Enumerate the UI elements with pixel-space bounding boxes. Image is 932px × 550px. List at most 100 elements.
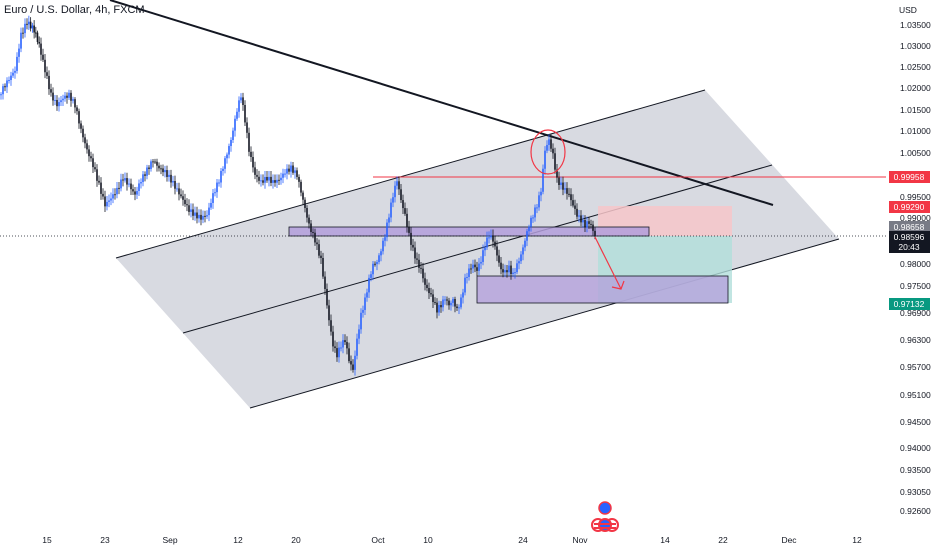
candle-body (568, 193, 570, 195)
demand-zone[interactable] (476, 275, 729, 304)
candle-body (176, 188, 178, 190)
candle-body (358, 329, 360, 339)
candle-body (36, 32, 39, 42)
candle-body (516, 263, 518, 273)
price-tag (889, 221, 930, 233)
trendline[interactable] (109, 0, 774, 206)
candle-body (540, 191, 542, 196)
channel-mid-line[interactable] (182, 164, 773, 334)
candle-body (208, 207, 210, 216)
candle-body (592, 224, 594, 231)
candle-body (122, 179, 124, 181)
price-axis-label: 1.02500 (900, 62, 931, 72)
price-axis-label: 0.93500 (900, 465, 931, 475)
candle-body (292, 165, 294, 173)
candle-body (14, 70, 16, 73)
candle-body (148, 167, 150, 169)
price-tag (889, 171, 930, 183)
candle-body (196, 212, 198, 219)
candle-body (118, 187, 120, 189)
candle-body (544, 150, 546, 169)
candle-body (366, 292, 368, 298)
candle-body (33, 25, 35, 33)
price-tag-label: 0.99958 (894, 172, 925, 182)
candle-body (92, 158, 94, 168)
candle-body (524, 240, 526, 248)
candle-body (204, 215, 206, 217)
candle-body (35, 32, 37, 34)
candle-body (262, 180, 264, 183)
candle-body (304, 199, 306, 208)
candle-body (510, 265, 512, 274)
candle-body (294, 170, 296, 173)
candle-body (12, 72, 14, 76)
candle-body (332, 331, 334, 347)
candle-body (28, 21, 30, 25)
price-axis-label: 1.00500 (900, 148, 931, 158)
candle-body (240, 97, 242, 101)
time-axis-label: Oct (371, 535, 385, 545)
channel-upper-line[interactable] (115, 89, 706, 259)
time-axis-label: Dec (781, 535, 797, 545)
candle-body (90, 156, 92, 159)
candle-body (384, 237, 386, 241)
candle-body (128, 183, 130, 185)
candle-body (88, 149, 90, 157)
candle-body (464, 277, 466, 293)
time-axis-label: 24 (518, 535, 528, 545)
candle-body (256, 174, 258, 177)
candle-body (444, 299, 446, 301)
candle-body (446, 299, 448, 301)
candle-body (108, 200, 110, 202)
candle-body (190, 209, 192, 212)
candle-body (142, 174, 144, 183)
candle-body (100, 182, 102, 194)
candle-body (570, 194, 572, 201)
candle-body (526, 231, 528, 241)
price-axis[interactable]: 1.03500 1.03000 1.02500 1.02000 1.01500 1.010… (900, 20, 931, 516)
candle-body (8, 79, 10, 81)
candle-body (412, 244, 414, 248)
top-circle-annotation[interactable] (530, 129, 566, 175)
projection-arrow[interactable] (594, 236, 625, 290)
candle-body (466, 276, 468, 278)
candle-body (206, 215, 208, 217)
candle-body (216, 182, 218, 193)
candle-body (490, 235, 492, 238)
candle-body (172, 180, 174, 183)
candle-body (458, 307, 460, 309)
candle-body (260, 180, 262, 182)
price-axis-label: 0.98000 (900, 259, 931, 269)
candle-body (338, 347, 340, 358)
time-axis-label: Sep (162, 535, 177, 545)
candle-body (580, 215, 582, 223)
channel-lower-line[interactable] (249, 238, 840, 409)
candle-body (538, 195, 540, 208)
price-tag-label: 0.97132 (894, 299, 925, 309)
candle-body (228, 146, 230, 155)
candle-body (110, 198, 112, 201)
candle-body (382, 240, 384, 252)
candle-body (72, 99, 74, 101)
candle-body (318, 244, 320, 256)
candle-body (268, 176, 270, 181)
candle-body (566, 188, 568, 194)
chart-title: Euro / U.S. Dollar, 4h, FXCM (4, 4, 145, 16)
price-axis-label: 0.95700 (900, 362, 931, 372)
candle-body (140, 182, 142, 184)
candle-body (508, 265, 510, 273)
time-axis[interactable]: 15 23 Sep 12 20 Oct 10 24 Nov 14 22 Dec 12 (42, 535, 862, 545)
candle-body (552, 148, 554, 154)
candle-body (214, 192, 216, 194)
candle-body (234, 118, 236, 131)
candle-body (252, 157, 254, 168)
candle-body (400, 189, 402, 201)
candle-body (156, 161, 158, 166)
candle-body (314, 232, 316, 243)
candle-body (434, 302, 436, 304)
candle-body (114, 194, 116, 196)
candle-body (562, 182, 564, 190)
candle-body (31, 25, 34, 29)
candle-body (484, 247, 486, 251)
